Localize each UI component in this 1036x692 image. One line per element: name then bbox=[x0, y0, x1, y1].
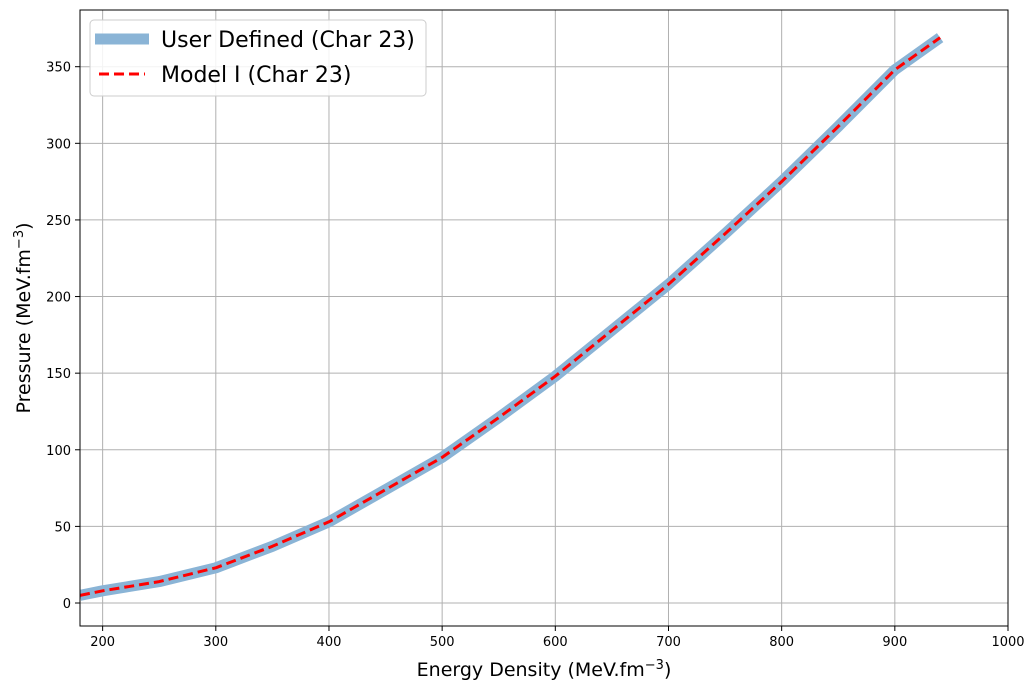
x-tick-label: 300 bbox=[203, 635, 228, 650]
y-axis-label: Pressure (MeV.fm−3) bbox=[12, 222, 36, 413]
x-tick-label: 600 bbox=[543, 635, 568, 650]
y-tick-label: 350 bbox=[46, 61, 71, 76]
y-axis-ticks: 0 50 100 150 200 250 300 350 bbox=[46, 61, 80, 612]
x-tick-label: 200 bbox=[90, 635, 115, 650]
legend-label-user-defined: User Defined (Char 23) bbox=[161, 28, 415, 53]
y-tick-label: 250 bbox=[46, 214, 71, 229]
x-tick-label: 400 bbox=[317, 635, 342, 650]
y-tick-label: 150 bbox=[46, 367, 71, 382]
series-line-model-i bbox=[80, 36, 941, 597]
x-axis-ticks: 200 300 400 500 600 700 800 900 1000 bbox=[90, 626, 1025, 650]
x-tick-label: 500 bbox=[430, 635, 455, 650]
x-tick-label: 700 bbox=[656, 635, 681, 650]
legend-box bbox=[89, 19, 427, 97]
y-tick-label: 300 bbox=[46, 137, 71, 152]
x-tick-label: 900 bbox=[882, 635, 907, 650]
x-tick-label: 1000 bbox=[991, 635, 1024, 650]
series-line-user-defined bbox=[80, 33, 944, 601]
series-layer bbox=[80, 33, 944, 601]
plot-frame bbox=[79, 9, 1009, 627]
y-tick-label: 50 bbox=[54, 520, 71, 535]
y-tick-label: 0 bbox=[63, 597, 71, 612]
x-tick-label: 800 bbox=[769, 635, 794, 650]
x-axis-label: Energy Density (MeV.fm−3) bbox=[417, 658, 672, 682]
legend-label-model-i: Model I (Char 23) bbox=[161, 63, 352, 88]
legend: User Defined (Char 23) Model I (Char 23) bbox=[89, 19, 427, 97]
y-tick-label: 200 bbox=[46, 291, 71, 306]
y-tick-label: 100 bbox=[46, 444, 71, 459]
gridlines bbox=[80, 10, 1008, 626]
